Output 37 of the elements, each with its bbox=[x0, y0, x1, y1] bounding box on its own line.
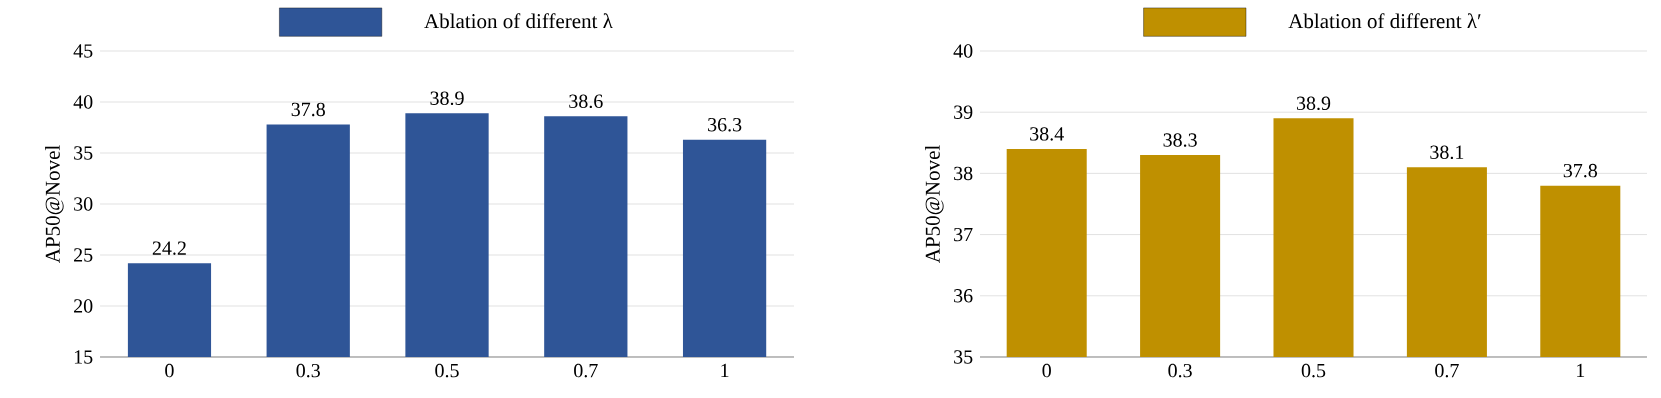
y-tick-label: 35 bbox=[74, 146, 93, 160]
legend-label: Ablation of different λ′ bbox=[1288, 13, 1481, 29]
x-tick-label: 1 bbox=[721, 363, 729, 378]
y-tick-label: 45 bbox=[73, 44, 93, 58]
y-tick-label: 39 bbox=[954, 105, 973, 119]
data-label: 38.9 bbox=[430, 91, 464, 106]
x-tick-label: 0.7 bbox=[574, 363, 598, 378]
data-label: 37.8 bbox=[1563, 163, 1598, 178]
x-tick-label: 0.5 bbox=[435, 363, 459, 378]
data-label: 38.6 bbox=[569, 94, 603, 109]
x-tick-label: 0 bbox=[165, 363, 174, 378]
y-tick-label: 25 bbox=[74, 248, 93, 262]
x-tick-label: 0.5 bbox=[1301, 363, 1326, 378]
y-axis-title: AP50@Novel bbox=[45, 145, 64, 264]
y-tick-label: 30 bbox=[74, 197, 93, 211]
data-label: 24.2 bbox=[152, 241, 186, 255]
y-axis-title: AP50@Novel bbox=[925, 145, 944, 264]
x-tick-label: 0 bbox=[1042, 363, 1051, 378]
x-tick-label: 0.3 bbox=[1168, 363, 1192, 378]
y-tick-label: 38 bbox=[954, 166, 973, 181]
y-tick-label: 36 bbox=[954, 289, 973, 303]
y-tick-label: 37 bbox=[954, 227, 973, 242]
y-tick-label: 40 bbox=[953, 44, 973, 58]
data-label: 36.3 bbox=[708, 118, 742, 132]
data-label: 38.4 bbox=[1030, 127, 1064, 141]
y-tick-label: 35 bbox=[954, 350, 973, 364]
y-tick-label: 15 bbox=[74, 350, 93, 364]
y-tick-label: 20 bbox=[74, 299, 93, 313]
legend-label: Ablation of different λ bbox=[424, 13, 613, 29]
x-tick-label: 1 bbox=[1577, 363, 1585, 378]
x-tick-label: 0.3 bbox=[296, 363, 320, 378]
data-label: 37.8 bbox=[291, 102, 325, 117]
y-tick-label: 40 bbox=[73, 95, 93, 109]
data-label: 38.9 bbox=[1296, 96, 1331, 111]
data-label: 38.3 bbox=[1163, 133, 1197, 147]
data-label: 38.1 bbox=[1430, 145, 1464, 160]
x-tick-label: 0.7 bbox=[1435, 363, 1459, 378]
